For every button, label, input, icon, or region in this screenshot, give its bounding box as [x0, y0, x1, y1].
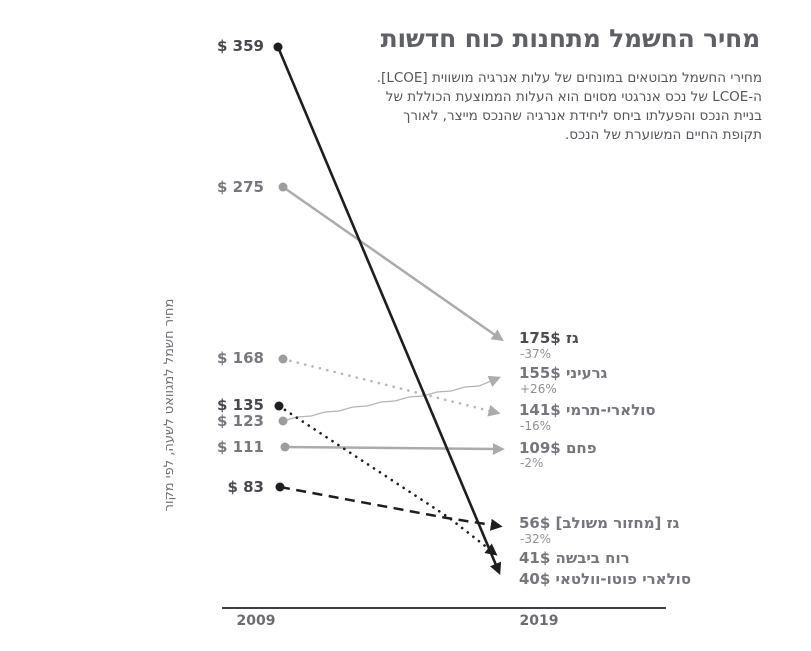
series-change-nuclear: +26%: [520, 382, 557, 396]
series-dot-coal: [280, 442, 290, 452]
series-line-solar-pv: [276, 46, 502, 575]
series-line-wind: [277, 404, 498, 556]
description-line: מחירי החשמל מבוטאים במונחים של עלות אנרג…: [376, 70, 762, 86]
series-start-label-nuclear: $ 123: [217, 412, 264, 430]
series-start-label-wind: $ 135: [217, 396, 264, 414]
series-dot-solar-thermal: [278, 354, 288, 364]
series-change-coal: -2%: [520, 456, 544, 470]
description-line: ה-LCOE של נכס אנרגטי מסוים הוא העלות הממ…: [385, 89, 762, 105]
series-end-label-solar-pv: סולארי פוטו-וולטאי 40$: [519, 570, 692, 588]
x-tick-2019: 2019: [519, 613, 559, 629]
series-end-label-coal: פחם 109$: [519, 439, 597, 457]
series-dot-nuclear: [278, 416, 288, 426]
chart-description: מחירי החשמל מבוטאים במונחים של עלות אנרג…: [377, 69, 762, 145]
x-tick-2009: 2009: [236, 613, 276, 629]
description-line: בניית הנכס והפעלתו ביחס ליחידת אנרגיה שה…: [403, 108, 762, 124]
series-end-label-gas: גז 175$: [519, 329, 579, 347]
series-end-label-nuclear: גרעיני 155$: [519, 364, 608, 382]
page-title: מחיר החשמל מתחנות כוח חדשות: [380, 24, 761, 53]
series-start-label-solar-pv: $ 359: [217, 37, 264, 55]
series-dot-gas-combined-cycle: [275, 482, 285, 492]
series-line-coal: [284, 442, 505, 455]
series-start-label-gas-combined-cycle: $ 83: [227, 478, 264, 496]
series-start-label-gas: $ 275: [217, 178, 264, 196]
series-dot-gas: [278, 182, 288, 192]
series-change-solar-thermal: -16%: [520, 419, 552, 433]
description-line: תקופת החיים המשוערת של הנכס.: [564, 127, 762, 143]
series-line-solar-thermal: [281, 357, 501, 417]
series-dot-wind: [274, 401, 284, 411]
series-line-gas: [282, 185, 504, 342]
series-end-label-wind: רוח ביבשה 41$: [519, 549, 630, 567]
series-change-gas: -37%: [520, 347, 552, 361]
series-start-label-coal: $ 111: [217, 438, 264, 456]
series-start-label-solar-thermal: $ 168: [217, 349, 264, 367]
series-end-label-solar-thermal: סולארי-תרמי 141$: [519, 401, 656, 419]
series-end-label-gas-combined-cycle: גז [מחזור משולב] 56$: [519, 514, 680, 532]
series-change-gas-combined-cycle: -32%: [520, 532, 552, 546]
series-dot-solar-pv: [273, 42, 283, 52]
series-line-nuclear: [282, 375, 501, 422]
series-line-gas-combined-cycle: [279, 485, 503, 531]
